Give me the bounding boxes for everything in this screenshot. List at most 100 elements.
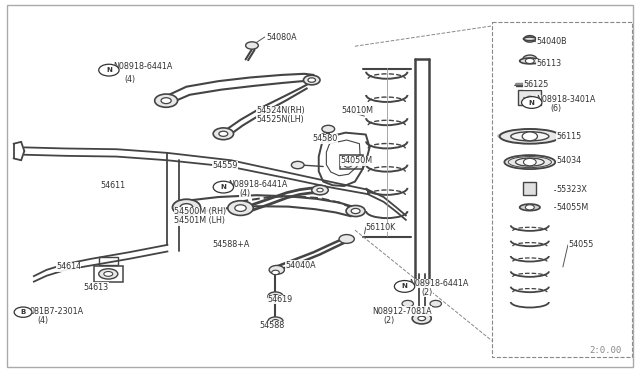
Circle shape <box>161 98 172 104</box>
Text: N: N <box>106 67 112 73</box>
Circle shape <box>344 157 352 161</box>
Text: 54611: 54611 <box>100 181 126 190</box>
Circle shape <box>213 181 234 193</box>
FancyBboxPatch shape <box>492 22 632 357</box>
Text: 2:0.00: 2:0.00 <box>590 346 622 355</box>
Circle shape <box>430 301 442 307</box>
Circle shape <box>394 280 415 292</box>
Circle shape <box>228 201 253 215</box>
Text: 54588+A: 54588+A <box>212 240 250 249</box>
Circle shape <box>525 58 534 64</box>
Text: 55323X: 55323X <box>557 185 588 194</box>
Circle shape <box>213 128 234 140</box>
Circle shape <box>527 96 533 100</box>
Circle shape <box>303 75 320 85</box>
Text: 54500M (RH): 54500M (RH) <box>173 207 226 216</box>
Text: 54525N(LH): 54525N(LH) <box>257 115 304 124</box>
Text: (4): (4) <box>125 75 136 84</box>
Text: 54040B: 54040B <box>536 37 567 46</box>
FancyBboxPatch shape <box>99 257 118 265</box>
Text: 54588: 54588 <box>260 321 285 330</box>
Text: N08918-6441A: N08918-6441A <box>113 62 173 71</box>
Text: 54034: 54034 <box>557 156 582 165</box>
Text: 54050M: 54050M <box>340 157 372 166</box>
Circle shape <box>272 320 278 323</box>
Circle shape <box>339 235 355 243</box>
Ellipse shape <box>104 272 113 276</box>
Text: 54614: 54614 <box>56 262 81 272</box>
Circle shape <box>268 317 283 326</box>
Circle shape <box>525 205 534 210</box>
Text: N08912-7081A: N08912-7081A <box>372 307 432 315</box>
Circle shape <box>173 199 200 215</box>
Circle shape <box>522 132 538 141</box>
Ellipse shape <box>520 58 540 64</box>
Circle shape <box>269 266 284 274</box>
Ellipse shape <box>524 37 536 41</box>
Circle shape <box>268 292 283 301</box>
Text: 54619: 54619 <box>268 295 293 304</box>
Circle shape <box>312 185 328 195</box>
FancyBboxPatch shape <box>524 182 536 195</box>
Text: 54501M (LH): 54501M (LH) <box>173 217 225 225</box>
Text: 56125: 56125 <box>524 80 549 89</box>
Ellipse shape <box>500 129 560 144</box>
Circle shape <box>524 36 536 42</box>
Circle shape <box>402 301 413 307</box>
Circle shape <box>155 94 177 107</box>
Circle shape <box>322 125 335 133</box>
FancyBboxPatch shape <box>340 155 363 170</box>
Circle shape <box>346 205 365 217</box>
Ellipse shape <box>515 158 544 166</box>
Text: N08918-3401A: N08918-3401A <box>536 95 596 104</box>
Text: B: B <box>20 309 26 315</box>
Text: 54040A: 54040A <box>285 260 316 270</box>
Text: (4): (4) <box>239 189 250 198</box>
Circle shape <box>524 158 536 166</box>
Circle shape <box>308 78 316 82</box>
Text: 54559: 54559 <box>212 161 237 170</box>
Ellipse shape <box>99 269 118 279</box>
Text: (4): (4) <box>37 316 48 325</box>
Circle shape <box>344 163 352 167</box>
Text: 54055M: 54055M <box>557 203 589 212</box>
Circle shape <box>418 316 426 321</box>
Text: 54055: 54055 <box>568 240 593 249</box>
Ellipse shape <box>511 132 549 141</box>
Text: N08918-6441A: N08918-6441A <box>228 180 287 189</box>
Circle shape <box>317 188 323 192</box>
Text: 54524N(RH): 54524N(RH) <box>257 106 305 115</box>
Circle shape <box>291 161 304 169</box>
FancyBboxPatch shape <box>518 90 541 105</box>
Text: 54010M: 54010M <box>341 106 373 115</box>
Circle shape <box>219 131 228 137</box>
Text: (2): (2) <box>421 288 433 297</box>
Text: N: N <box>220 184 227 190</box>
Circle shape <box>99 64 119 76</box>
Text: 56110K: 56110K <box>366 223 396 232</box>
Circle shape <box>235 205 246 211</box>
Circle shape <box>523 55 537 63</box>
Text: (6): (6) <box>551 104 562 113</box>
Text: (2): (2) <box>383 316 395 325</box>
Text: 56115: 56115 <box>557 132 582 141</box>
Text: N08918-6441A: N08918-6441A <box>409 279 468 288</box>
Text: 54613: 54613 <box>83 283 109 292</box>
Circle shape <box>271 270 279 275</box>
Circle shape <box>522 97 542 108</box>
Text: N: N <box>529 99 534 106</box>
FancyBboxPatch shape <box>94 266 123 282</box>
Ellipse shape <box>520 204 540 211</box>
Text: 54080A: 54080A <box>266 32 296 42</box>
Text: 081B7-2301A: 081B7-2301A <box>29 307 84 315</box>
Circle shape <box>351 208 360 214</box>
Ellipse shape <box>504 155 556 169</box>
Text: 54580: 54580 <box>312 134 338 144</box>
Text: 56113: 56113 <box>536 60 561 68</box>
Text: N: N <box>402 283 408 289</box>
Circle shape <box>412 313 431 324</box>
Circle shape <box>180 203 193 211</box>
Circle shape <box>246 42 259 49</box>
Circle shape <box>14 307 32 317</box>
Circle shape <box>272 295 278 298</box>
